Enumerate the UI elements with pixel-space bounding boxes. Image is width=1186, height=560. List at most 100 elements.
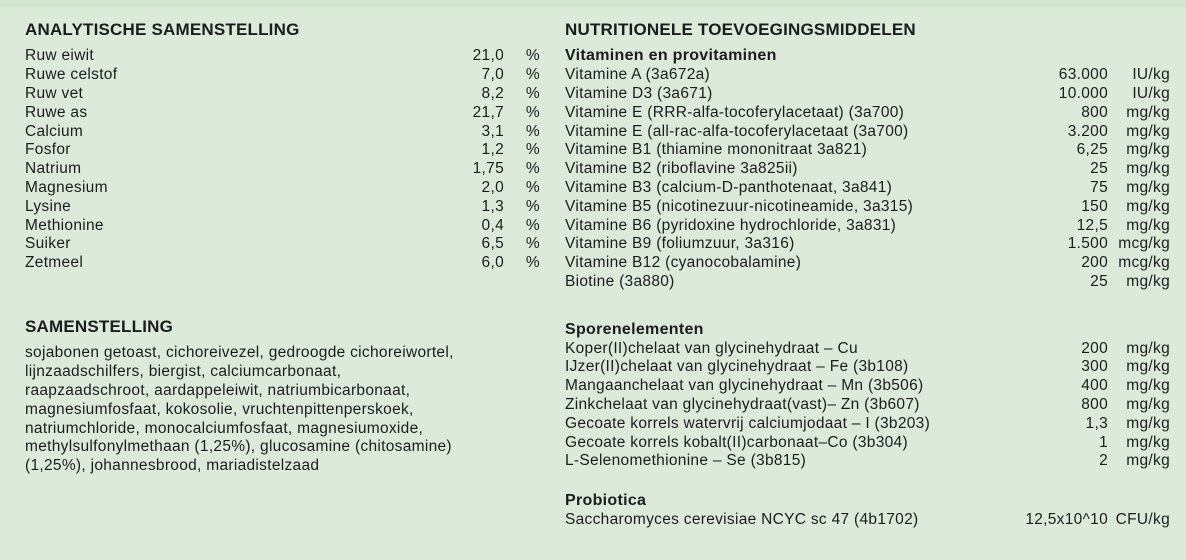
probiotic-value: 12,5x10^10: [1025, 510, 1108, 528]
nutrient-name: Fosfor: [25, 141, 71, 159]
nutrient-unit: %: [525, 216, 540, 234]
vitamin-row: Vitamine E (all-rac-alfa-tocoferylacetaa…: [565, 123, 1170, 142]
vitamin-unit: mg/kg: [1126, 122, 1170, 140]
vitamin-row: Vitamine B3 (calcium-D-panthotenaat, 3a8…: [565, 179, 1170, 198]
vitamin-row: Vitamine B5 (nicotinezuur-nicotineamide,…: [565, 198, 1170, 217]
vitamin-value: 6,25: [1076, 141, 1108, 159]
analytical-title: ANALYTISCHE SAMENSTELLING: [25, 20, 300, 39]
analytical-rows: Ruw eiwit 21,0 % Ruwe celstof 7,0 % Ruw …: [25, 47, 540, 273]
additives-title: NUTRITIONELE TOEVOEGINGSMIDDELEN: [565, 20, 916, 39]
vitamin-value: 1.500: [1067, 235, 1108, 253]
vitamin-unit: mg/kg: [1126, 216, 1170, 234]
vitamins-title: Vitaminen en provitaminen: [565, 47, 777, 65]
nutrient-unit: %: [525, 66, 540, 84]
probiotics-rows: Saccharomyces cerevisiae NCYC sc 47 (4b1…: [565, 511, 1170, 530]
vitamin-name: Vitamine B3 (calcium-D-panthotenaat, 3a8…: [565, 178, 893, 196]
nutrient-name: Ruwe celstof: [25, 66, 118, 84]
trace-element-row: Zinkchelaat van glycinehydraat(vast)– Zn…: [565, 396, 1170, 415]
trace-element-name: Mangaanchelaat van glycinehydraat – Mn (…: [565, 377, 924, 395]
trace-elements-rows: Koper(II)chelaat van glycinehydraat – Cu…: [565, 340, 1170, 472]
nutrient-value: 21,7: [472, 103, 504, 121]
vitamin-unit: mg/kg: [1126, 103, 1170, 121]
ingredients-text: sojabonen getoast, cichoreivezel, gedroo…: [25, 344, 454, 475]
trace-element-unit: mg/kg: [1126, 433, 1170, 451]
trace-elements-title: Sporenelementen: [565, 320, 704, 338]
nutrient-value: 6,5: [481, 235, 504, 253]
nutrient-name: Ruwe as: [25, 103, 88, 121]
analytical-row: Ruw vet 8,2 %: [25, 85, 540, 104]
vitamin-unit: mg/kg: [1126, 160, 1170, 178]
trace-element-name: L-Selenomethionine – Se (3b815): [565, 452, 807, 470]
vitamin-unit: mg/kg: [1126, 272, 1170, 290]
vitamin-row: Vitamine E (RRR-alfa-tocoferylacetaat) (…: [565, 104, 1170, 123]
trace-element-row: Gecoate korrels kobalt(II)carbonaat–Co (…: [565, 434, 1170, 453]
nutrient-unit: %: [525, 178, 540, 196]
vitamin-value: 150: [1081, 197, 1108, 215]
trace-element-unit: mg/kg: [1126, 358, 1170, 376]
nutrient-unit: %: [525, 122, 540, 140]
composition-section: SAMENSTELLING sojabonen getoast, cichore…: [25, 317, 540, 476]
nutrient-name: Ruw vet: [25, 84, 84, 102]
trace-element-row: Koper(II)chelaat van glycinehydraat – Cu…: [565, 340, 1170, 359]
trace-element-unit: mg/kg: [1126, 414, 1170, 432]
vitamin-row: Vitamine B6 (pyridoxine hydrochloride, 3…: [565, 217, 1170, 236]
nutrient-value: 2,0: [481, 178, 504, 196]
right-column: NUTRITIONELE TOEVOEGINGSMIDDELEN Vitamin…: [565, 20, 1170, 560]
nutrient-value: 6,0: [481, 254, 504, 272]
nutrient-unit: %: [525, 254, 540, 272]
trace-element-value: 300: [1081, 358, 1108, 376]
nutrient-name: Methionine: [25, 216, 104, 234]
vitamin-name: Vitamine B2 (riboflavine 3a825ii): [565, 160, 798, 178]
nutrient-name: Calcium: [25, 122, 84, 140]
nutrient-value: 1,2: [481, 141, 504, 159]
analytical-row: Ruw eiwit 21,0 %: [25, 47, 540, 66]
nutrient-unit: %: [525, 84, 540, 102]
vitamin-unit: mcg/kg: [1118, 235, 1170, 253]
vitamin-row: Vitamine A (3a672a) 63.000 IU/kg: [565, 66, 1170, 85]
trace-element-value: 200: [1081, 339, 1108, 357]
analytical-row: Lysine 1,3 %: [25, 198, 540, 217]
analytical-row: Ruwe celstof 7,0 %: [25, 66, 540, 85]
probiotics-title: Probiotica: [565, 492, 647, 510]
nutrient-unit: %: [525, 235, 540, 253]
nutrient-name: Natrium: [25, 160, 82, 178]
analytical-row: Calcium 3,1 %: [25, 123, 540, 142]
vitamin-name: Vitamine B9 (foliumzuur, 3a316): [565, 235, 795, 253]
analytical-row: Methionine 0,4 %: [25, 217, 540, 236]
probiotic-row: Saccharomyces cerevisiae NCYC sc 47 (4b1…: [565, 511, 1170, 530]
trace-element-name: Gecoate korrels kobalt(II)carbonaat–Co (…: [565, 433, 908, 451]
analytical-row: Magnesium 2,0 %: [25, 179, 540, 198]
nutrient-value: 3,1: [481, 122, 504, 140]
probiotic-unit: CFU/kg: [1115, 510, 1170, 528]
vitamin-row: Biotine (3a880) 25 mg/kg: [565, 273, 1170, 292]
nutrient-name: Magnesium: [25, 178, 108, 196]
trace-element-value: 800: [1081, 395, 1108, 413]
vitamin-unit: mg/kg: [1126, 197, 1170, 215]
trace-element-unit: mg/kg: [1126, 395, 1170, 413]
analytical-row: Zetmeel 6,0 %: [25, 254, 540, 273]
vitamin-value: 63.000: [1058, 66, 1108, 84]
vitamins-rows: Vitamine A (3a672a) 63.000 IU/kg Vitamin…: [565, 66, 1170, 292]
nutrient-value: 8,2: [481, 84, 504, 102]
analytical-row: Natrium 1,75 %: [25, 160, 540, 179]
vitamin-unit: IU/kg: [1132, 84, 1170, 102]
trace-element-row: IJzer(II)chelaat van glycinehydraat – Fe…: [565, 358, 1170, 377]
vitamin-name: Vitamine B6 (pyridoxine hydrochloride, 3…: [565, 216, 897, 234]
nutrient-unit: %: [525, 197, 540, 215]
vitamin-name: Vitamine D3 (3a671): [565, 84, 713, 102]
nutrient-unit: %: [525, 160, 540, 178]
analytical-row: Suiker 6,5 %: [25, 235, 540, 254]
left-column: ANALYTISCHE SAMENSTELLING Ruw eiwit 21,0…: [25, 20, 540, 560]
vitamin-unit: IU/kg: [1132, 66, 1170, 84]
vitamin-name: Vitamine E (RRR-alfa-tocoferylacetaat) (…: [565, 103, 905, 121]
nutrient-unit: %: [525, 47, 540, 65]
nutrient-name: Suiker: [25, 235, 71, 253]
trace-element-row: L-Selenomethionine – Se (3b815) 2 mg/kg: [565, 452, 1170, 471]
vitamin-name: Vitamine B5 (nicotinezuur-nicotineamide,…: [565, 197, 914, 215]
vitamin-unit: mcg/kg: [1118, 254, 1170, 272]
vitamin-value: 10.000: [1058, 84, 1108, 102]
vitamin-value: 200: [1081, 254, 1108, 272]
vitamin-row: Vitamine B12 (cyanocobalamine) 200 mcg/k…: [565, 254, 1170, 273]
trace-elements-section: Sporenelementen Koper(II)chelaat van gly…: [565, 321, 1170, 471]
